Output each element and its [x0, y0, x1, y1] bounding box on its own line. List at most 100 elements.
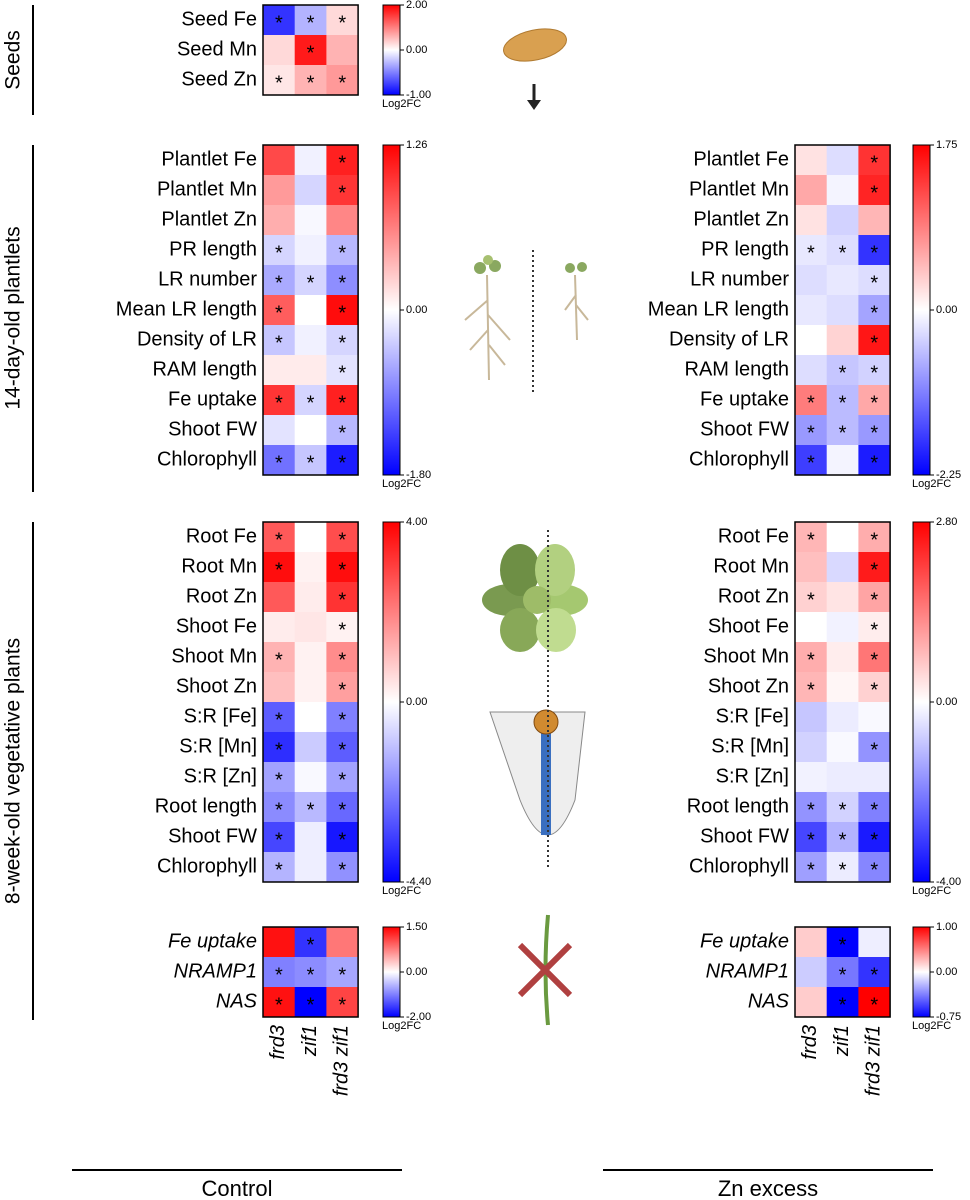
cell — [795, 582, 827, 613]
row-label: Seed Mn — [177, 38, 257, 60]
cell — [858, 415, 891, 446]
significance: * — [807, 829, 815, 851]
significance: * — [839, 242, 847, 264]
cell — [795, 822, 827, 853]
cell — [263, 582, 295, 613]
row-label: Mean LR length — [116, 298, 257, 320]
cell — [826, 612, 859, 643]
cell — [795, 325, 827, 356]
colorbar-tick-label: 2.80 — [936, 516, 957, 528]
cell — [263, 957, 295, 988]
cell — [263, 927, 295, 958]
significance: * — [839, 392, 847, 414]
row-label: NAS — [216, 990, 258, 1012]
cell — [858, 987, 891, 1018]
cell — [858, 205, 891, 236]
significance: * — [275, 529, 283, 551]
colorbar-tick-label: -2.25 — [936, 469, 961, 481]
row-label: Density of LR — [137, 328, 257, 350]
colorbar-label: Log2FC — [912, 478, 951, 490]
significance: * — [338, 769, 346, 791]
cell — [826, 642, 859, 673]
significance: * — [807, 529, 815, 551]
significance: * — [839, 362, 847, 384]
significance: * — [275, 769, 283, 791]
cell — [858, 792, 891, 823]
cell — [326, 415, 359, 446]
significance: * — [807, 452, 815, 474]
significance: * — [807, 649, 815, 671]
cell — [263, 852, 295, 883]
cell — [326, 612, 359, 643]
cell — [326, 987, 359, 1018]
significance: * — [338, 739, 346, 761]
colorbar-tick-label: -4.40 — [406, 876, 431, 888]
significance: * — [338, 332, 346, 354]
row-label: RAM length — [153, 358, 258, 380]
row-label: Plantlet Fe — [693, 148, 789, 170]
colorbar — [912, 144, 931, 476]
cell — [263, 552, 295, 583]
significance: * — [870, 362, 878, 384]
row-label: Shoot FW — [700, 418, 789, 440]
significance: * — [307, 72, 315, 94]
significance: * — [870, 182, 878, 204]
colorbar-label: Log2FC — [382, 478, 421, 490]
cell — [858, 582, 891, 613]
cell — [826, 295, 859, 326]
cell — [826, 792, 859, 823]
row-label: Shoot Zn — [176, 675, 257, 697]
significance: * — [275, 12, 283, 34]
cell — [826, 927, 859, 958]
cell — [263, 355, 295, 386]
cell — [294, 642, 327, 673]
cell — [826, 385, 859, 416]
significance: * — [338, 72, 346, 94]
colorbar-tick-label: 0.00 — [406, 304, 427, 316]
cell — [326, 385, 359, 416]
cell — [795, 732, 827, 763]
cell — [294, 445, 327, 476]
significance: * — [338, 182, 346, 204]
cell — [795, 552, 827, 583]
cross — [517, 942, 573, 998]
significance: * — [870, 422, 878, 444]
significance: * — [870, 739, 878, 761]
cell — [263, 672, 295, 703]
cell — [858, 522, 891, 553]
cell — [826, 702, 859, 733]
significance: * — [275, 332, 283, 354]
cell — [795, 612, 827, 643]
significance: * — [870, 799, 878, 821]
colorbar-tick-label: 1.00 — [936, 921, 957, 933]
cell — [294, 295, 327, 326]
cell — [294, 5, 327, 36]
cell — [326, 235, 359, 266]
cell — [858, 552, 891, 583]
colorbar-tick-label: -2.00 — [406, 1011, 431, 1023]
cell — [294, 987, 327, 1018]
cell — [795, 672, 827, 703]
cell — [858, 642, 891, 673]
row-label: Chlorophyll — [689, 448, 789, 470]
significance: * — [870, 529, 878, 551]
cell — [858, 957, 891, 988]
heatmap-border — [794, 144, 891, 476]
cell — [263, 205, 295, 236]
cell — [326, 672, 359, 703]
cell — [858, 612, 891, 643]
colorbar — [382, 521, 401, 883]
row-label: Shoot Mn — [703, 645, 789, 667]
significance: * — [338, 152, 346, 174]
cell — [294, 702, 327, 733]
cell — [326, 642, 359, 673]
cell — [294, 822, 327, 853]
significance: * — [275, 559, 283, 581]
column-label: frd3 — [267, 1025, 289, 1059]
significance: * — [870, 649, 878, 671]
cell — [795, 642, 827, 673]
colorbar-tick-label: 0.00 — [406, 966, 427, 978]
cell — [326, 762, 359, 793]
row-label: Plantlet Zn — [161, 208, 257, 230]
cell — [326, 822, 359, 853]
